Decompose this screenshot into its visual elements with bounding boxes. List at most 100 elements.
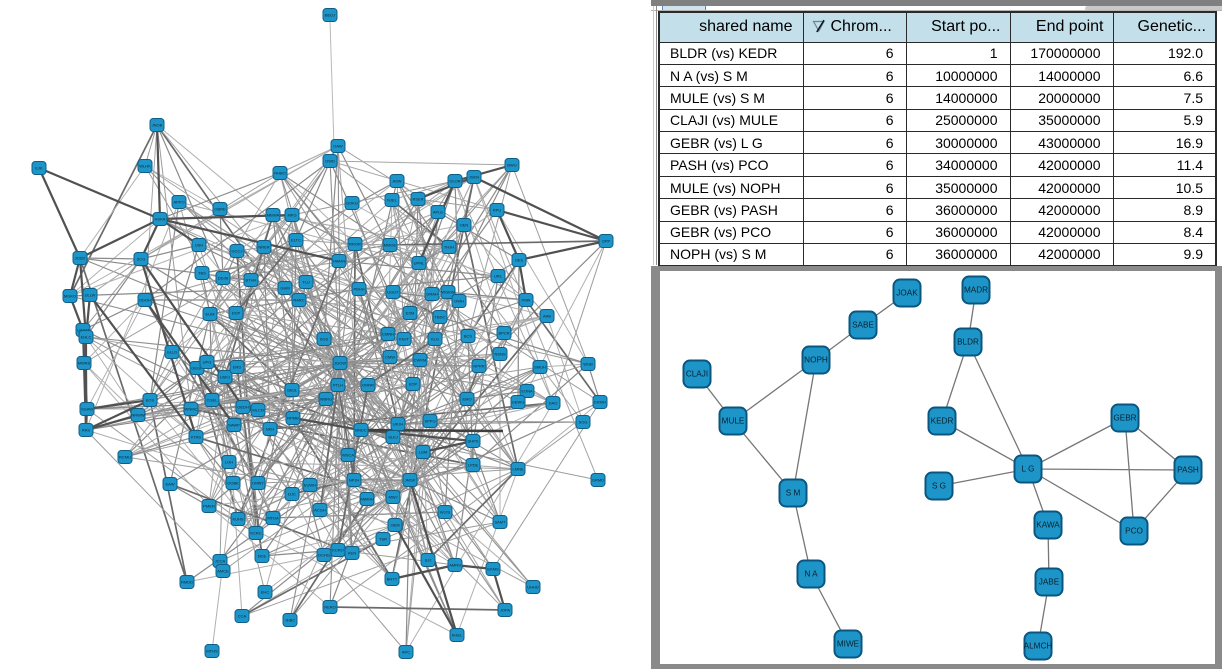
svg-text:SMUH: SMUH [534,365,546,370]
svg-text:OOBK: OOBK [227,481,239,486]
svg-text:APLE: APLE [433,210,444,215]
svg-text:RPU: RPU [493,208,502,213]
svg-text:ACGH: ACGH [314,508,326,513]
svg-text:GBJL: GBJL [287,388,298,393]
svg-text:USKJ: USKJ [220,375,230,380]
svg-text:RHBO: RHBO [274,171,286,176]
svg-text:DJC: DJC [288,492,296,497]
svg-text:WJJS: WJJS [440,510,451,515]
svg-text:NSNS: NSNS [494,352,505,357]
svg-text:PBHH: PBHH [353,287,364,292]
svg-text:PCO: PCO [1125,527,1143,536]
svg-text:MTHS: MTHS [206,649,218,654]
svg-text:UPG: UPG [203,360,212,365]
svg-text:TSR: TSR [379,537,387,542]
svg-text:NRER: NRER [258,245,269,250]
svg-text:BNDC: BNDC [355,428,366,433]
svg-text:PASH: PASH [1177,466,1199,475]
svg-text:TBDC: TBDC [435,315,446,320]
svg-text:S G: S G [932,482,946,491]
svg-text:OLOR: OLOR [449,179,460,184]
svg-text:AMCE: AMCE [217,569,229,574]
svg-text:LGM: LGM [419,450,428,455]
svg-text:GHM: GHM [280,286,289,291]
svg-text:CGEL: CGEL [207,398,219,403]
svg-text:JABE: JABE [1039,578,1060,587]
svg-text:AMNS: AMNS [449,563,461,568]
svg-text:NRWW: NRWW [131,413,144,418]
svg-text:KHEL: KHEL [452,633,463,638]
svg-text:DDOH: DDOH [139,298,151,303]
svg-text:EOS: EOS [146,398,155,403]
svg-text:EHC: EHC [261,590,270,595]
svg-text:ESM: ESM [406,311,415,316]
svg-text:OWH: OWH [454,299,464,304]
svg-text:WGB: WGB [583,362,593,367]
svg-text:LPDE: LPDE [468,463,479,468]
svg-text:DCP: DCP [232,311,241,316]
svg-text:LMNE: LMNE [512,467,523,472]
svg-text:BEDJ: BEDJ [325,13,335,18]
svg-text:WNMC: WNMC [185,407,198,412]
svg-text:JOPA: JOPA [500,608,510,613]
svg-text:ORRR: ORRR [362,383,374,388]
svg-text:EJK: EJK [35,166,43,171]
svg-text:SCG: SCG [137,257,146,262]
svg-text:RSER: RSER [412,197,423,202]
svg-text:EKMS: EKMS [487,567,499,572]
svg-text:BWU: BWU [507,163,516,168]
svg-text:BPCR: BPCR [498,331,509,336]
svg-text:EAW: EAW [166,482,175,487]
svg-text:JMSK: JMSK [405,478,416,483]
svg-text:MLCN: MLCN [252,408,263,413]
svg-text:GRAH: GRAH [426,292,438,297]
svg-text:MIWE: MIWE [837,640,860,649]
svg-text:CMNH: CMNH [382,332,394,337]
svg-text:UHHD: UHHD [527,585,539,590]
svg-text:ALMCH: ALMCH [1024,642,1053,651]
svg-text:JCCA: JCCA [215,559,226,564]
svg-text:DDJB: DDJB [218,276,229,281]
svg-text:DAO: DAO [549,401,558,406]
svg-text:SJJ: SJJ [425,558,432,563]
svg-text:KAWA: KAWA [1036,521,1060,530]
svg-text:HWHN: HWHN [333,259,346,264]
svg-text:MBWA: MBWA [267,213,280,218]
svg-text:UKJH: UKJH [393,422,404,427]
svg-text:JHBC: JHBC [285,618,296,623]
svg-text:BCS: BCS [464,334,473,339]
svg-text:GEWG: GEWG [512,400,525,405]
svg-text:NKH: NKH [266,427,275,432]
svg-text:MADR: MADR [964,286,988,295]
svg-text:TLU: TLU [302,280,310,285]
svg-text:PMR: PMR [522,298,531,303]
svg-text:BLDR: BLDR [957,338,979,347]
svg-text:BTHH: BTHH [246,278,257,283]
svg-text:ASW: ASW [392,179,401,184]
svg-text:SGAW: SGAW [81,407,93,412]
svg-text:RARC: RARC [293,298,304,303]
svg-text:SABE: SABE [852,321,874,330]
svg-text:NCE: NCE [258,554,267,559]
svg-text:GRMD: GRMD [592,478,604,483]
svg-text:ULLW: ULLW [85,293,96,298]
svg-text:BHTT: BHTT [387,577,398,582]
svg-text:NPRR: NPRR [473,364,484,369]
svg-text:ELTC: ELTC [291,238,301,243]
svg-text:SOG: SOG [579,420,588,425]
svg-text:SHPS: SHPS [468,439,479,444]
svg-text:EUM: EUM [206,312,215,317]
svg-text:OES: OES [515,258,524,263]
svg-text:S M: S M [786,489,801,498]
svg-text:MTDA: MTDA [267,516,279,521]
svg-text:WLHK: WLHK [139,164,151,169]
svg-text:HSKA: HSKA [155,217,166,222]
svg-text:OMNT: OMNT [252,481,264,486]
svg-text:RROR: RROR [349,242,361,247]
svg-text:UPNL: UPNL [414,261,425,266]
svg-text:EMO: EMO [462,397,471,402]
svg-text:KEN: KEN [348,551,356,556]
svg-text:GEBR: GEBR [1113,414,1136,423]
svg-text:GCCJ: GCCJ [232,249,243,254]
svg-text:KNJT: KNJT [399,337,410,342]
